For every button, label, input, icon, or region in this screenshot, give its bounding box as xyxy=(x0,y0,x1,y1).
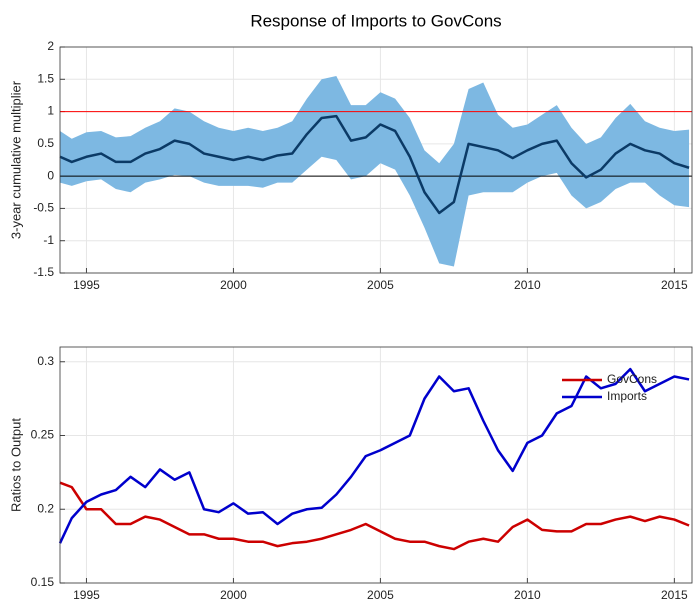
y-tick-label: 1.5 xyxy=(37,71,54,85)
x-tick-label: 2010 xyxy=(514,278,541,292)
y-tick-label: 0.25 xyxy=(31,428,55,442)
x-tick-label: 2000 xyxy=(220,588,247,602)
confidence-band xyxy=(60,76,690,267)
y-tick-label: 0.15 xyxy=(31,575,55,589)
x-tick-label: 1995 xyxy=(73,278,100,292)
legend-label: Imports xyxy=(607,389,647,403)
x-tick-label: 2015 xyxy=(661,588,688,602)
y-tick-label: -1 xyxy=(43,233,54,247)
series-line xyxy=(58,367,690,544)
x-tick-label: 2005 xyxy=(367,588,394,602)
x-tick-label: 2015 xyxy=(661,278,688,292)
y-tick-label: 0 xyxy=(47,168,54,182)
y-tick-label: 0.3 xyxy=(37,354,54,368)
x-tick-label: 2000 xyxy=(220,278,247,292)
y-tick-label: -1.5 xyxy=(33,265,54,279)
axes-frame xyxy=(59,346,693,584)
x-tick-label: 2010 xyxy=(514,588,541,602)
x-tick-label: 1995 xyxy=(73,588,100,602)
series-line xyxy=(59,114,690,215)
y-axis-label: 3-year cumulative multiplier xyxy=(8,80,23,239)
y-tick-label: 0.5 xyxy=(37,136,54,150)
y-tick-label: 2 xyxy=(47,39,54,53)
chart-title: Response of Imports to GovCons xyxy=(250,11,501,30)
series-line xyxy=(59,481,690,551)
y-tick-label: -0.5 xyxy=(33,201,54,215)
y-axis-label: Ratios to Output xyxy=(8,418,23,512)
y-tick-label: 0.2 xyxy=(37,501,54,515)
plot-area xyxy=(60,347,692,583)
legend-label: GovCons xyxy=(607,372,657,386)
y-tick-label: 1 xyxy=(47,104,54,118)
axes-frame xyxy=(59,46,693,274)
x-tick-label: 2005 xyxy=(367,278,394,292)
